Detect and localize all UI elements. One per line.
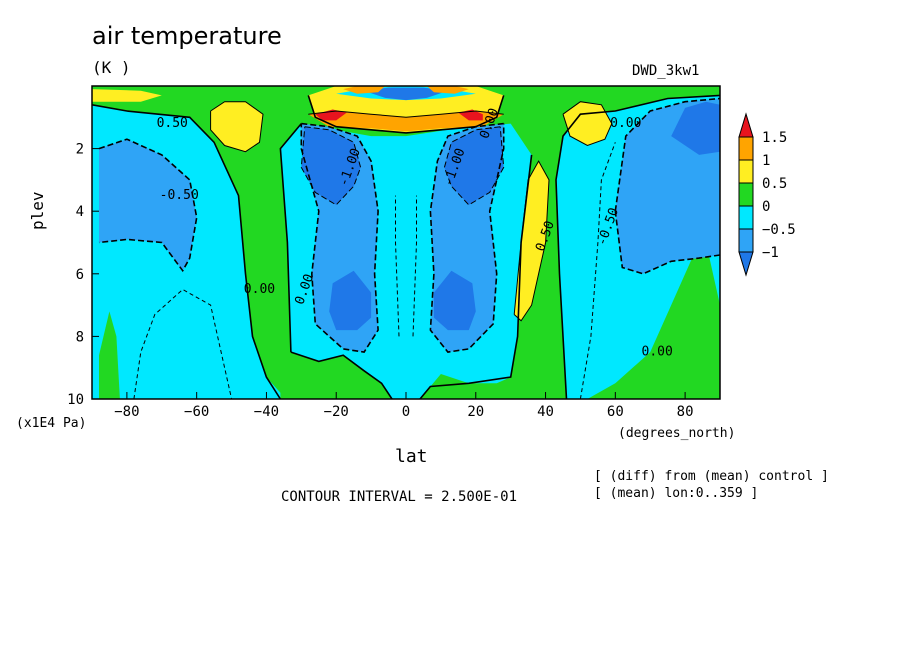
fill-region [426, 86, 469, 94]
neg-contour [614, 211, 720, 275]
x-tick-label: 20 [467, 404, 484, 420]
y-tick-label: 6 [76, 267, 84, 283]
y-tick-label: 2 [76, 142, 84, 158]
x-axis-units: (degrees_north) [618, 426, 736, 441]
contour-fill-layer [92, 86, 720, 399]
x-tick-label: −40 [254, 404, 279, 420]
fill-region [99, 139, 197, 271]
neg-contour [98, 138, 198, 273]
colorbar-label: −0.5 [762, 222, 796, 238]
colorbar: 1.5 1 0.5 0 −0.5 −1 [738, 112, 796, 277]
colorbar-label: 0.5 [762, 176, 787, 192]
colorbar-label: 0 [762, 199, 770, 215]
neg-contour [300, 122, 379, 353]
neg-contour [300, 126, 362, 206]
fill-region [343, 86, 386, 94]
fill-region [364, 87, 448, 101]
y-tick-label: 4 [76, 204, 84, 220]
neg-contour [614, 97, 720, 212]
x-axis-label: lat [395, 446, 428, 467]
contour-label: 0.00 [244, 282, 275, 297]
neg-contour [443, 126, 505, 206]
x-tick-label: 60 [607, 404, 624, 420]
fill-region [99, 311, 120, 399]
colorbar-segment [738, 159, 754, 184]
pos-contour [210, 101, 264, 153]
zero-contour [279, 123, 302, 353]
neg-contour [412, 195, 417, 337]
pos-contour [562, 101, 613, 147]
y-axis-units: (x1E4 Pa) [16, 416, 87, 431]
fill-region [301, 126, 361, 205]
pos-contour [513, 160, 550, 322]
colorbar-cap-bottom [738, 251, 754, 277]
contour-label: 0.50 [157, 116, 188, 131]
zero-contour [555, 94, 720, 399]
pos-contour [308, 110, 504, 118]
contour-line-layer [92, 94, 720, 399]
colorbar-segment [738, 228, 754, 253]
colorbar-label: 1.5 [762, 130, 787, 146]
x-tick-label: 40 [537, 404, 554, 420]
note-diff: [ (diff) from (mean) control ] [594, 469, 829, 484]
colorbar-segment [738, 205, 754, 230]
fill-region [308, 111, 504, 132]
fill-region [671, 101, 720, 155]
contour-label: 0.00 [642, 345, 673, 360]
contour-label: 0.00 [610, 116, 641, 131]
zero-contour [290, 351, 393, 399]
colorbar-segment [738, 182, 754, 207]
colorbar-segment [738, 136, 754, 161]
colorbar-cap-top [738, 112, 754, 138]
fill-region [433, 270, 476, 331]
colorbar-label: 1 [762, 153, 770, 169]
chart-units: (K ) [92, 58, 131, 77]
contour-label: -0.50 [160, 188, 199, 203]
fill-region [514, 161, 549, 321]
x-tick-label: −20 [324, 404, 349, 420]
zero-contour [92, 104, 282, 399]
note-mean: [ (mean) lon:0..359 ] [594, 486, 759, 501]
colorbar-label: −1 [762, 245, 779, 261]
fill-region [444, 126, 504, 205]
x-tick-label: 0 [402, 404, 410, 420]
fill-region [92, 89, 162, 102]
x-tick-label: −60 [184, 404, 209, 420]
neg-contour [579, 142, 616, 399]
chart-title: air temperature [92, 22, 282, 50]
fill-region [329, 270, 372, 331]
dataset-name: DWD_3kw1 [632, 63, 700, 79]
x-tick-label: 80 [677, 404, 694, 420]
fill-region [210, 101, 263, 152]
neg-contour [429, 122, 505, 353]
pos-contour [307, 95, 505, 134]
x-tick-label: −80 [114, 404, 139, 420]
y-tick-label: 8 [76, 329, 84, 345]
neg-contour [395, 195, 400, 337]
y-tick-label: 10 [67, 392, 84, 408]
contour-interval: CONTOUR INTERVAL = 2.500E-01 [281, 489, 518, 505]
axis-layer: −80 −60 −40 −20 0 20 40 60 80 2 4 6 8 10 [67, 142, 693, 420]
